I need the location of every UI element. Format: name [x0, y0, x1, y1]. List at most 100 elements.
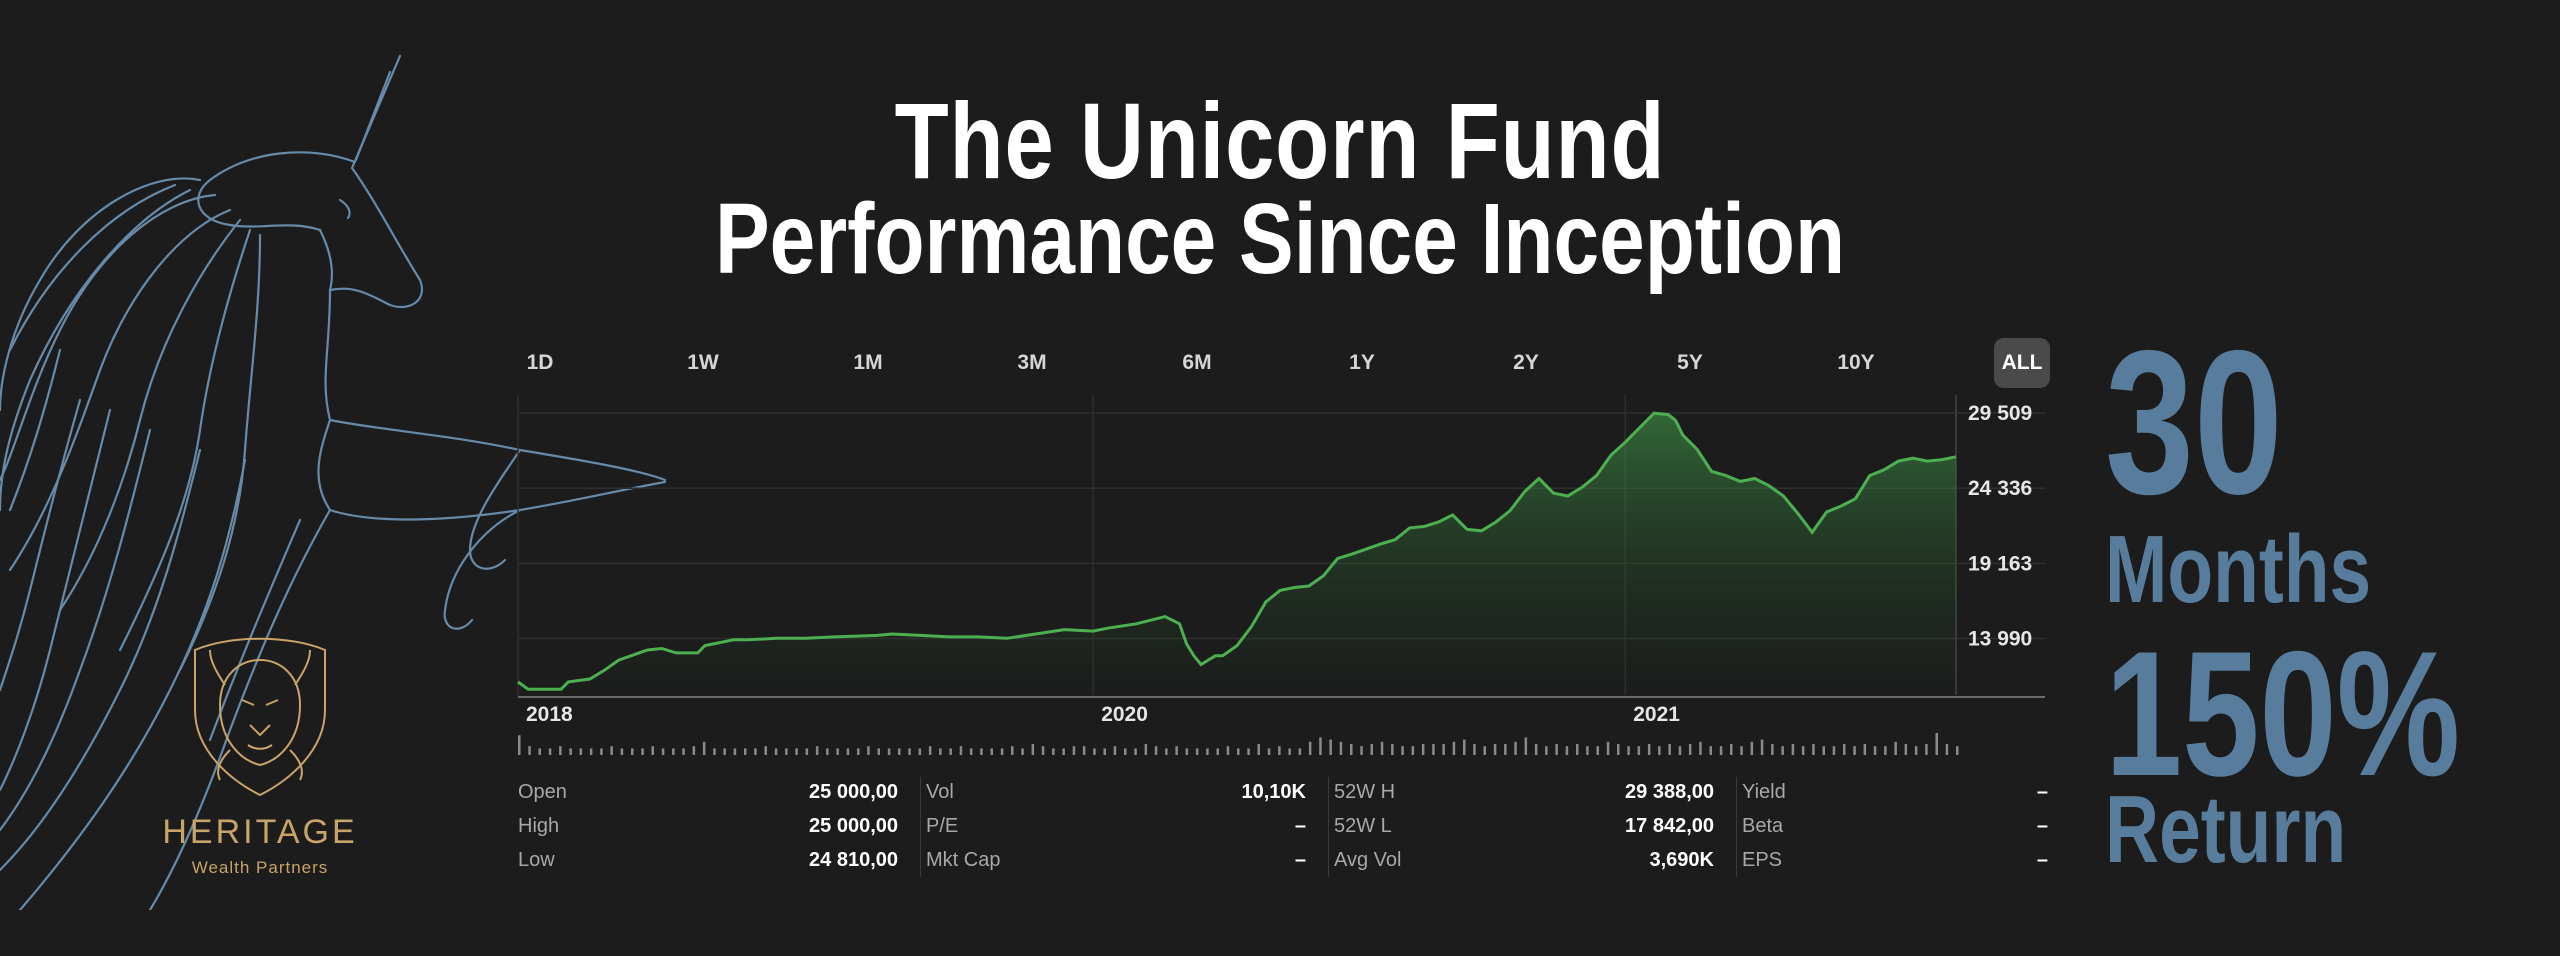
stats-column-yield: Yield – Beta – EPS –: [1742, 775, 2048, 877]
volume-bar: [610, 746, 613, 755]
volume-bar: [1432, 744, 1435, 755]
volume-bar: [1647, 744, 1651, 755]
volume-bar: [1391, 744, 1394, 755]
volume-bar: [764, 746, 767, 755]
volume-bar: [1801, 746, 1805, 755]
volume-bar: [846, 748, 850, 755]
volume-bar: [1442, 744, 1445, 755]
range-button-1m[interactable]: 1M: [853, 351, 883, 374]
stats-column-price: Open 25 000,00 High 25 000,00 Low 24 810,00: [518, 775, 898, 877]
stat-label: Mkt Cap: [926, 849, 1001, 871]
range-button-3m[interactable]: 3M: [1017, 351, 1047, 374]
volume-bar: [1134, 748, 1137, 755]
range-button-all[interactable]: ALL: [1994, 338, 2050, 388]
range-button-5y[interactable]: 5Y: [1677, 351, 1703, 374]
brand-tagline: Wealth Partners: [191, 858, 329, 877]
volume-bar: [969, 748, 973, 755]
volume-bar: [1185, 748, 1189, 755]
volume-bar: [1267, 748, 1271, 755]
stat-label: Beta: [1742, 815, 1784, 837]
volume-bar: [1771, 744, 1774, 755]
volume-bar: [1493, 744, 1497, 755]
stat-row: Vol 10,10K: [926, 775, 1306, 809]
volume-bar: [1154, 746, 1158, 755]
range-button-2y[interactable]: 2Y: [1513, 351, 1539, 374]
volume-bar: [1699, 741, 1702, 755]
x-tick-label: 2018: [526, 703, 573, 726]
volume-bar: [1914, 746, 1918, 755]
volume-bar: [990, 748, 993, 755]
highlight-percent: 150%: [2105, 614, 2461, 813]
volume-bar: [918, 748, 922, 755]
stat-value: 17 842,00: [1625, 815, 1714, 837]
chart-subtitle: Performance Since Inception: [714, 183, 1846, 295]
volume-bar: [1278, 746, 1281, 755]
stats-divider: [1736, 777, 1737, 877]
volume-bar: [949, 748, 952, 755]
range-button-10y[interactable]: 10Y: [1837, 351, 1875, 374]
volume-bar: [1606, 741, 1610, 755]
volume-bar: [908, 748, 911, 755]
highlight-unit: Months: [2105, 516, 2372, 623]
stat-label: Vol: [926, 781, 954, 803]
volume-bar: [857, 748, 860, 755]
stat-label: 52W H: [1334, 781, 1396, 803]
range-button-6m[interactable]: 6M: [1182, 351, 1212, 374]
volume-bar: [1514, 741, 1517, 755]
volume-bar: [1380, 741, 1384, 755]
stat-row: Open 25 000,00: [518, 775, 898, 809]
volume-bar: [672, 748, 675, 755]
y-tick-label: 29 509: [1968, 402, 2032, 425]
volume-bar: [1052, 748, 1055, 755]
volume-bar: [1555, 744, 1558, 755]
volume-bar: [548, 748, 552, 755]
volume-bar: [1678, 746, 1682, 755]
volume-bar: [1329, 739, 1332, 755]
highlight-number: 30: [2105, 308, 2283, 537]
volume-bar: [1165, 748, 1168, 755]
stat-row: High 25 000,00: [518, 809, 898, 843]
volume-bar: [651, 746, 654, 755]
volume-bar: [877, 748, 880, 755]
volume-bar: [620, 748, 624, 755]
range-button-1y[interactable]: 1Y: [1349, 351, 1375, 374]
stat-label: 52W L: [1334, 815, 1392, 837]
volume-bars: [518, 733, 1959, 755]
volume-bar: [1011, 746, 1014, 755]
volume-bar: [898, 748, 901, 755]
volume-bar: [589, 748, 593, 755]
volume-bar: [805, 748, 809, 755]
volume-bar: [1062, 748, 1065, 755]
range-button-1w[interactable]: 1W: [687, 351, 719, 374]
volume-bar: [754, 748, 757, 755]
volume-bar: [1873, 746, 1877, 755]
stat-label: Avg Vol: [1334, 849, 1402, 871]
volume-bar: [600, 748, 603, 755]
volume-bar: [1473, 744, 1476, 755]
stat-value: –: [2036, 849, 2048, 871]
volume-bar: [1021, 748, 1024, 755]
volume-bar: [1822, 746, 1825, 755]
volume-bar: [1308, 741, 1312, 755]
y-tick-label: 13 990: [1968, 627, 2032, 650]
volume-bar: [1041, 746, 1045, 755]
volume-bar: [641, 748, 644, 755]
stat-value: 29 388,00: [1625, 781, 1714, 803]
volume-bar: [559, 746, 562, 755]
volume-bar: [1709, 746, 1712, 755]
volume-bar: [836, 748, 839, 755]
volume-bar: [1504, 744, 1507, 755]
volume-bar: [1031, 744, 1035, 755]
volume-bar: [569, 748, 572, 755]
volume-bar: [1843, 744, 1846, 755]
price-line: [517, 411, 1957, 691]
stats-column-volume: Vol 10,10K P/E – Mkt Cap –: [926, 775, 1306, 877]
volume-bar: [1791, 744, 1795, 755]
volume-bar: [939, 748, 942, 755]
volume-bar: [1688, 744, 1692, 755]
stat-value: –: [2036, 781, 2048, 803]
volume-bar: [1483, 746, 1486, 755]
range-button-1d[interactable]: 1D: [526, 351, 554, 374]
volume-bar: [1226, 746, 1230, 755]
volume-bar: [579, 748, 583, 755]
